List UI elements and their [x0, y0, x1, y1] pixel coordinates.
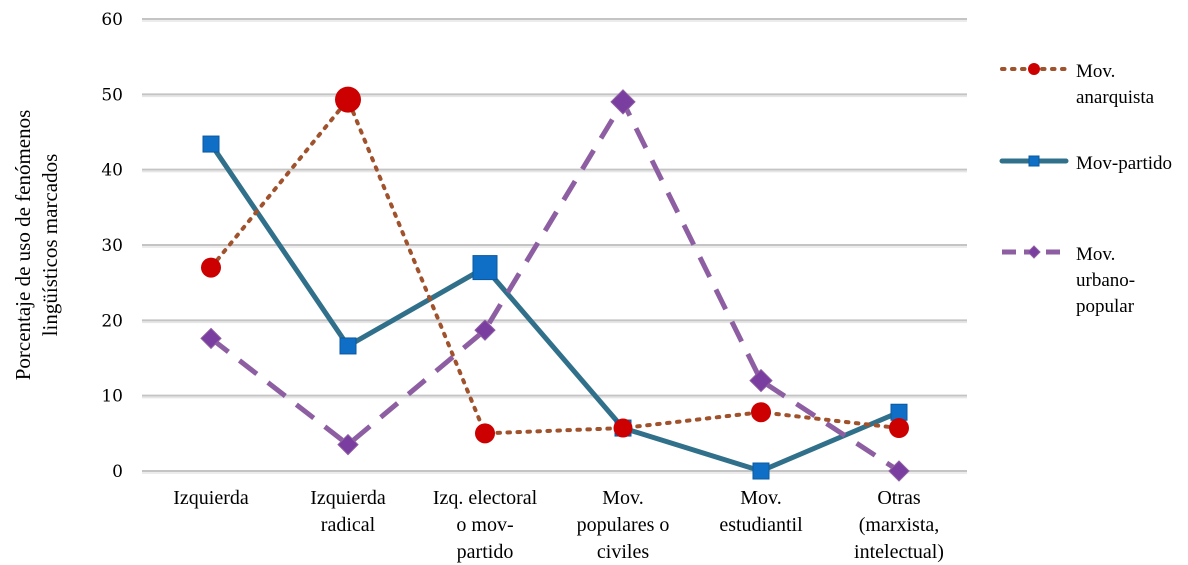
- x-category-label: Mov. populares o civiles: [577, 487, 670, 563]
- y-tick-label: 60: [101, 10, 123, 30]
- x-category-label: Mov. estudiantil: [719, 487, 803, 536]
- y-tick-label: 10: [101, 387, 123, 407]
- data-point-marker: [749, 368, 773, 393]
- legend-marker: [1028, 155, 1040, 167]
- legend-label: Mov-partido: [1076, 153, 1172, 174]
- legend-label-line: Mov-partido: [1076, 153, 1172, 174]
- legend-label-line: popular: [1076, 296, 1135, 317]
- series-line: [209, 97, 901, 436]
- legend-label: Mov. urbano-popular: [1076, 244, 1135, 317]
- y-axis-title-line: Porcentaje de uso de fenómenos: [11, 110, 35, 381]
- x-category-line: Mov.: [602, 487, 643, 509]
- legend-label-line: anarquista: [1076, 87, 1155, 108]
- y-tick-label: 40: [101, 161, 123, 181]
- x-category-line: partido: [457, 541, 514, 563]
- series-line: [209, 99, 901, 474]
- data-point-marker: [752, 462, 770, 480]
- data-point-marker: [613, 418, 633, 438]
- data-point-marker: [472, 255, 498, 281]
- data-point-marker: [751, 402, 771, 423]
- y-axis-title: Porcentaje de uso de fenómenos lingüístic…: [11, 110, 62, 381]
- data-point-marker: [202, 135, 220, 153]
- y-tick-label: 30: [101, 236, 123, 256]
- y-tick-label: 20: [101, 311, 123, 331]
- legend: Mov. anarquista Mov-partido Mov. urbano-popu…: [999, 61, 1172, 317]
- x-category-line: populares o: [577, 514, 670, 536]
- x-category-label: Izquierda radical: [310, 487, 386, 536]
- data-point-marker: [890, 403, 908, 421]
- x-category-line: Otras: [877, 487, 921, 509]
- data-point-marker: [474, 319, 496, 341]
- x-category-line: Izquierda: [173, 487, 249, 509]
- x-category-label: Otras (marxista, intelectual): [854, 487, 944, 563]
- data-point-marker: [610, 89, 636, 115]
- data-point-marker: [888, 460, 910, 482]
- data-point-marker: [335, 86, 361, 113]
- x-category-line: estudiantil: [719, 514, 803, 536]
- data-point-marker: [337, 433, 359, 456]
- series-lines: [200, 86, 910, 482]
- data-point-marker: [200, 327, 222, 350]
- x-category-label: Izq. electoral o mov-partido: [433, 487, 538, 563]
- y-tick-label: 0: [112, 462, 123, 482]
- legend-label-line: Mov.: [1076, 61, 1115, 82]
- data-point-marker: [339, 337, 357, 355]
- y-axis-label: Porcentaje de uso de fenómenos lingüístic…: [11, 110, 62, 381]
- legend-label: Mov. anarquista: [1076, 61, 1155, 108]
- x-category-line: intelectual): [854, 541, 944, 563]
- y-tick-labels: 0 10 20 30 40 50 60: [101, 10, 123, 482]
- data-point-marker: [889, 418, 909, 439]
- legend-marker: [1027, 245, 1041, 259]
- x-category-label: Izquierda: [173, 487, 249, 509]
- y-axis-title-line: lingüísticos marcados: [38, 154, 62, 337]
- series-line: [208, 141, 902, 474]
- x-category-line: Izq. electoral: [433, 487, 538, 509]
- x-category-line: Izquierda: [310, 487, 386, 509]
- legend-label-line: Mov.: [1076, 244, 1115, 265]
- data-point-marker: [475, 423, 495, 444]
- legend-label-line: urbano-: [1076, 270, 1135, 291]
- x-category-line: (marxista,: [859, 514, 940, 536]
- data-point-marker: [201, 257, 221, 278]
- gridlines: [142, 18, 967, 474]
- x-category-line: o mov-: [456, 514, 513, 536]
- y-tick-label: 50: [101, 85, 123, 105]
- x-category-labels: Izquierda Izquierda radical Izq. electoral o…: [173, 487, 944, 563]
- x-category-line: radical: [321, 514, 376, 536]
- legend-marker: [1028, 63, 1040, 75]
- x-category-line: civiles: [597, 541, 649, 563]
- x-category-line: Mov.: [740, 487, 781, 509]
